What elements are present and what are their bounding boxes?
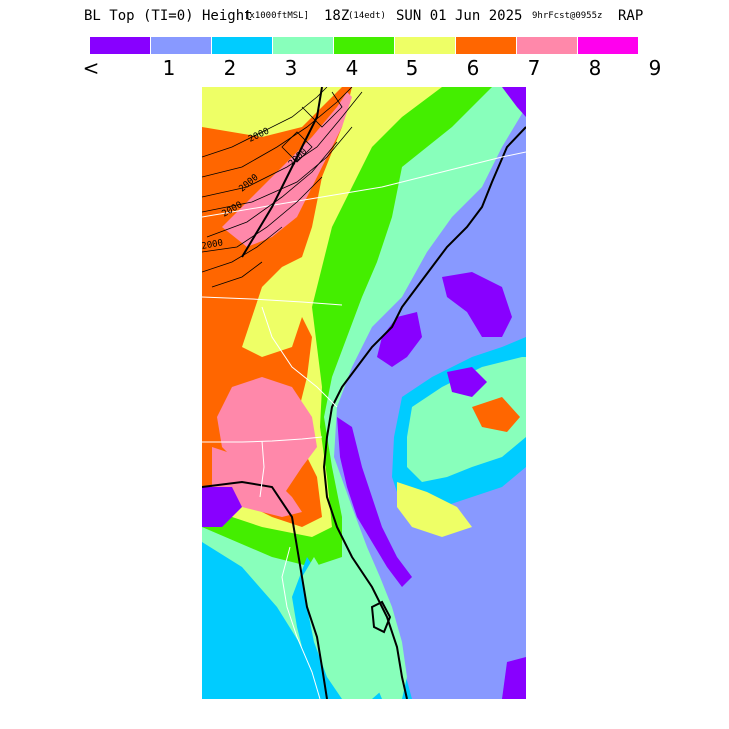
state-border-3	[261, 306, 338, 408]
lake-okeechobee	[370, 600, 392, 634]
legend-swatch-0	[90, 37, 150, 54]
legend-tick-labels: < 1 2 3 4 5 6 7 8 9	[0, 56, 729, 80]
legend-swatch-2	[212, 37, 272, 54]
legend-swatch-4	[334, 37, 394, 54]
fill-lt1-ocean3	[447, 367, 487, 397]
fill-lt1-ocean2	[442, 272, 512, 337]
fill-lt1-se	[502, 657, 526, 699]
fill-c3-ocean	[407, 357, 526, 482]
title-local-time: (14edt)	[348, 11, 386, 21]
chart-title: BL Top (TI=0) Height [x1000ftMSL] 18Z (1…	[0, 8, 729, 28]
title-main: BL Top (TI=0) Height	[84, 8, 253, 24]
contour-label-4: 2000	[202, 238, 224, 252]
legend-swatch-1	[151, 37, 211, 54]
terrain-contours	[202, 87, 363, 288]
legend-tick-6: 6	[466, 56, 480, 80]
legend-tick-0: <	[82, 56, 100, 80]
forecast-map: 2000 2000 2000 2000 2000	[202, 87, 526, 699]
state-border-5	[259, 440, 265, 498]
contour-thick	[241, 87, 323, 258]
legend-swatch-6	[456, 37, 516, 54]
state-border-1	[202, 151, 526, 218]
title-model: RAP	[618, 8, 644, 24]
fill-lt1-coast	[337, 417, 412, 587]
fill-lt1-ocean1	[377, 312, 422, 367]
legend-tick-7: 7	[527, 56, 541, 80]
state-border-4	[202, 436, 323, 443]
coastline	[322, 126, 526, 699]
legend-tick-8: 8	[588, 56, 602, 80]
legend-tick-3: 3	[284, 56, 298, 80]
legend-tick-4: 4	[345, 56, 359, 80]
title-valid-time: 18Z	[324, 8, 350, 24]
legend-tick-9: 9	[648, 56, 662, 80]
fill-c6-ocean	[472, 397, 520, 432]
title-forecast: 9hrFcst@0955z	[532, 11, 603, 21]
legend-swatch-3	[273, 37, 333, 54]
title-date: SUN 01 Jun 2025	[396, 8, 523, 24]
color-legend	[90, 37, 638, 54]
legend-swatch-5	[395, 37, 455, 54]
legend-tick-5: 5	[405, 56, 419, 80]
legend-tick-2: 2	[223, 56, 237, 80]
fill-lt1-gulf	[202, 487, 242, 527]
state-border-2	[202, 296, 343, 306]
fill-c5-ocean	[397, 482, 472, 537]
fill-c3-fl	[302, 557, 380, 699]
fill-lt1-ne	[502, 87, 526, 117]
coastline-gulf	[202, 480, 328, 699]
legend-tick-1: 1	[162, 56, 176, 80]
coastline-fl-west	[281, 546, 321, 699]
title-units: [x1000ftMSL]	[244, 11, 310, 21]
legend-swatch-8	[578, 37, 638, 54]
legend-swatch-7	[517, 37, 577, 54]
